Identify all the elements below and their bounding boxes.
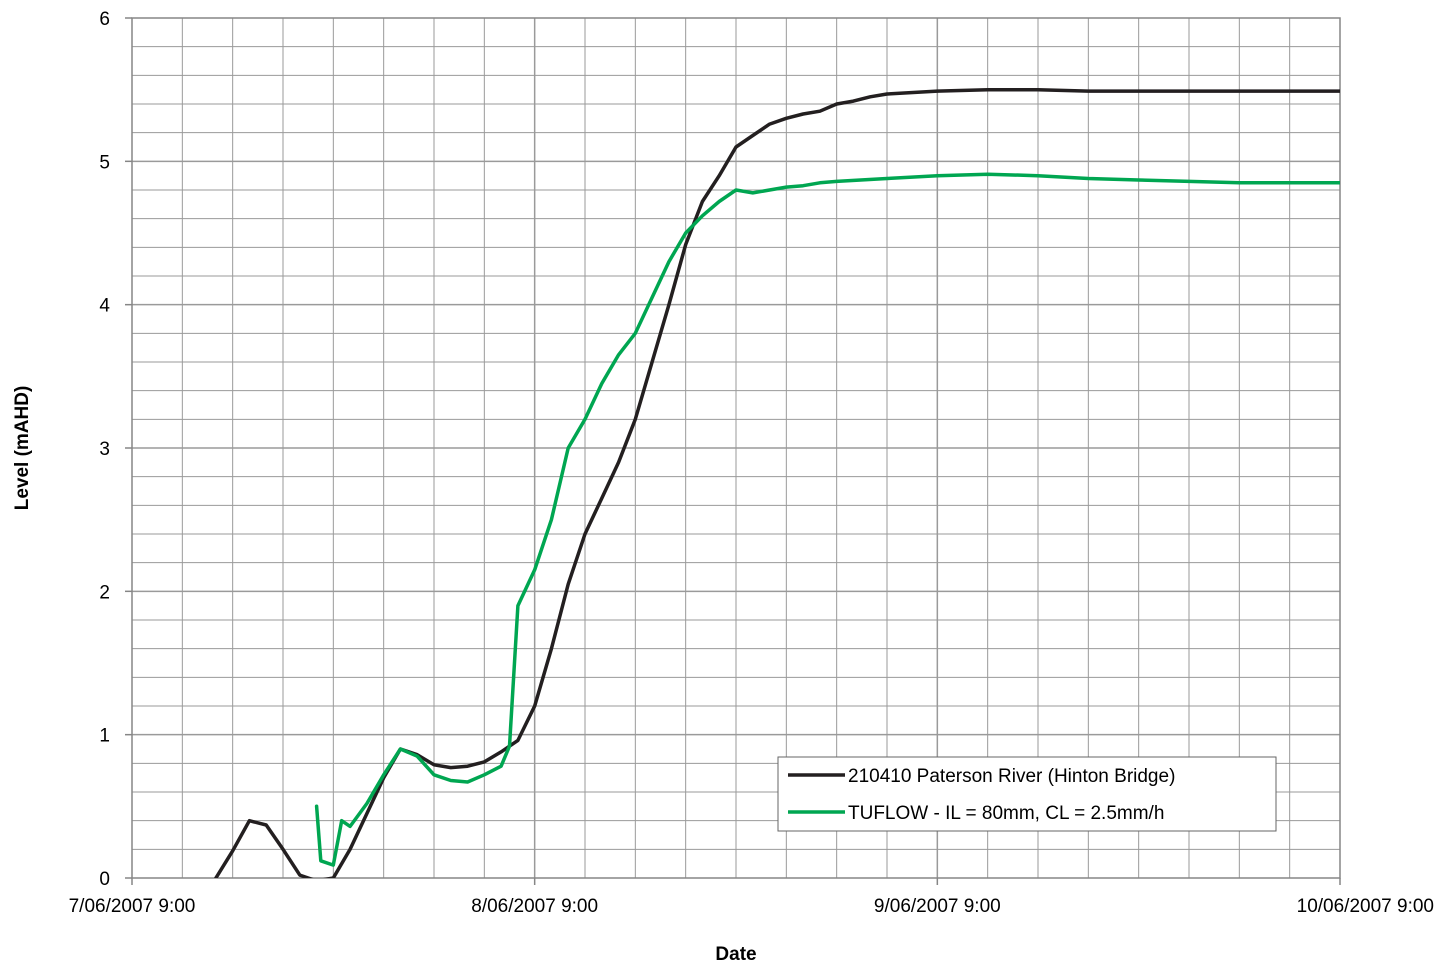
legend: 210410 Paterson River (Hinton Bridge) TU… <box>777 756 1277 832</box>
legend-label-tuflow: TUFLOW - IL = 80mm, CL = 2.5mm/h <box>848 803 1164 824</box>
legend-label-paterson-river: 210410 Paterson River (Hinton Bridge) <box>848 766 1175 787</box>
x-tick-label: 9/06/2007 9:00 <box>874 896 1001 917</box>
y-tick-label: 4 <box>99 296 110 317</box>
x-axis-title: Date <box>715 944 756 965</box>
y-tick-label: 1 <box>99 726 110 747</box>
y-axis-title: Level (mAHD) <box>12 386 33 511</box>
x-tick-label: 7/06/2007 9:00 <box>69 896 196 917</box>
y-tick-label: 3 <box>99 439 110 460</box>
y-tick-label: 0 <box>99 869 110 890</box>
y-tick-label: 2 <box>99 582 110 603</box>
x-tick-label: 10/06/2007 9:00 <box>1297 896 1434 917</box>
series-layer <box>214 87 1340 878</box>
y-tick-label: 5 <box>99 152 110 173</box>
grid <box>132 18 1340 878</box>
x-tick-label: 8/06/2007 9:00 <box>471 896 598 917</box>
y-tick-label: 6 <box>99 9 110 30</box>
series-line-paterson-river <box>214 87 1340 878</box>
series-line-tuflow <box>314 172 1340 867</box>
axes: 0 1 2 3 4 5 6 7/06/2007 9:00 8/06/2007 9:00 9/06/… <box>69 9 1434 917</box>
legend-box <box>777 756 1277 832</box>
